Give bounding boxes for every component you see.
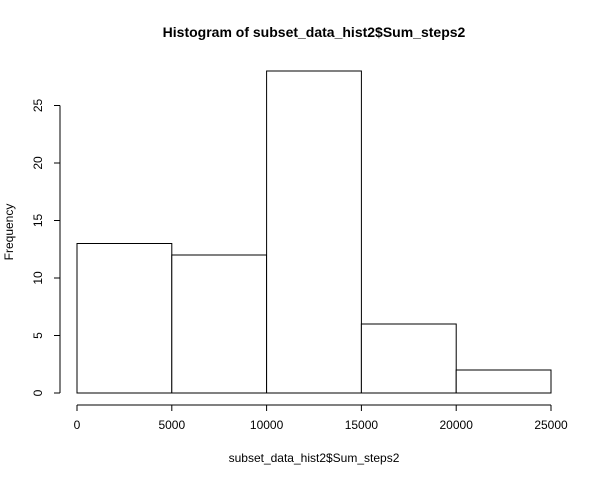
histogram-bar-2 xyxy=(266,70,362,394)
y-tick-label-3: 15 xyxy=(31,214,45,228)
x-tick-label-1: 5000 xyxy=(158,418,185,432)
histogram-bar-0 xyxy=(76,243,173,394)
y-tick-label-0: 0 xyxy=(31,389,45,396)
histogram-bar-4 xyxy=(455,369,552,394)
x-axis: 0 5000 10000 15000 20000 25000 xyxy=(74,404,568,432)
y-tick-label-1: 5 xyxy=(31,332,45,339)
x-tick-label-0: 0 xyxy=(74,418,81,432)
y-axis-label: Frequency xyxy=(2,204,16,261)
y-axis: 0 5 10 15 20 25 xyxy=(31,99,61,396)
x-tick-label-4: 20000 xyxy=(440,418,474,432)
histogram-bar-1 xyxy=(171,254,268,394)
x-tick-label-3: 15000 xyxy=(345,418,379,432)
y-tick-label-5: 25 xyxy=(31,99,45,113)
histogram-bar-3 xyxy=(360,323,457,394)
histogram-bars xyxy=(76,70,552,394)
y-tick-label-2: 10 xyxy=(31,271,45,285)
chart-title: Histogram of subset_data_hist2$Sum_steps… xyxy=(163,24,466,40)
x-tick-label-2: 10000 xyxy=(250,418,284,432)
x-axis-label: subset_data_hist2$Sum_steps2 xyxy=(229,451,400,465)
y-tick-label-4: 20 xyxy=(31,156,45,170)
x-tick-label-5: 25000 xyxy=(534,418,568,432)
